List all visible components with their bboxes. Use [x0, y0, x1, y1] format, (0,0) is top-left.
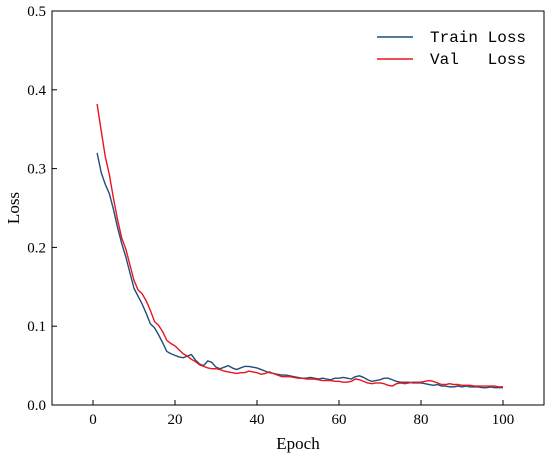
plot-frame [51, 10, 545, 406]
x-tick-label: 80 [414, 412, 429, 428]
y-tick-label: 0.3 [27, 162, 46, 178]
x-tick-label: 0 [89, 412, 97, 428]
x-tick-label: 60 [332, 412, 347, 428]
series-line-train-loss [96, 152, 503, 389]
x-tick-label: 100 [492, 412, 515, 428]
x-axis-title: Epoch [276, 434, 320, 453]
x-axis: 0 20 40 60 80 100 [89, 400, 514, 428]
y-tick-label: 0.5 [27, 4, 46, 20]
series-layer [96, 103, 503, 389]
legend-label: Train Loss [430, 29, 526, 47]
y-tick-label: 0.1 [27, 319, 46, 335]
y-axis: 0.0 0.1 0.2 0.3 0.4 0.5 [27, 4, 57, 414]
y-axis-title: Loss [4, 192, 23, 224]
y-tick-label: 0.2 [27, 240, 46, 256]
y-tick-label: 0.4 [27, 83, 46, 99]
legend-label: Val Loss [430, 51, 526, 69]
y-tick-label: 0.0 [27, 398, 46, 414]
legend: Train Loss Val Loss [377, 29, 526, 69]
x-tick-label: 20 [168, 412, 183, 428]
series-line-val-loss [96, 103, 503, 388]
x-tick-label: 40 [250, 412, 265, 428]
